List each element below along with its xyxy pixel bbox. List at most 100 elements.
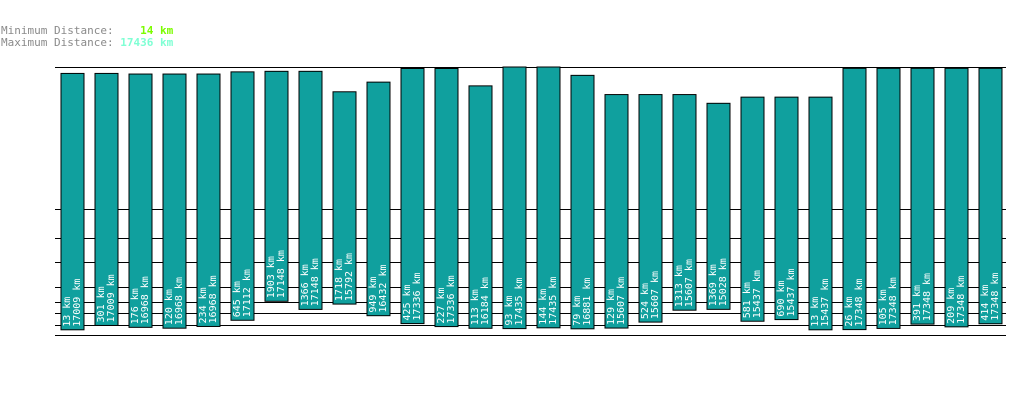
bar [196, 73, 221, 327]
bar [978, 67, 1003, 325]
bar-label-top: 524 km [640, 283, 651, 319]
bar-group: 414 km 17348 km [978, 67, 1003, 325]
bar-group: 105 km 17348 km [876, 67, 901, 329]
bar-group: 1903 km 17148 km [264, 70, 289, 302]
bar-group: 144 km 17435 km [536, 66, 561, 329]
bar [298, 70, 323, 310]
min-distance-value: 14 km [140, 24, 174, 37]
bar [706, 102, 731, 310]
bar-label-top: 1313 km [674, 265, 685, 307]
bar-group: 79 km 16881 km [570, 74, 595, 330]
bar-label-top: 26 km [844, 296, 855, 326]
bar [128, 73, 153, 328]
bar-label-top: 414 km [980, 285, 991, 321]
bar-label-bottom: 15607 km [650, 271, 661, 319]
bar-label-top: 129 km [606, 289, 617, 325]
bar [944, 67, 969, 328]
bar-label-bottom: 17348 km [888, 277, 899, 325]
bar [842, 67, 867, 331]
bar-group: 1366 km 17148 km [298, 70, 323, 310]
bar-label-top: 79 km [572, 296, 583, 326]
bar-group: 524 km 15607 km [638, 94, 663, 323]
bar [672, 94, 697, 311]
bar [434, 67, 459, 328]
bar [162, 73, 187, 329]
bar-group: 391 km 17348 km [910, 67, 935, 325]
bar-label-top: 176 km [130, 288, 141, 324]
bar [876, 67, 901, 329]
bar [638, 94, 663, 323]
bar-label-top: 949 km [368, 277, 379, 313]
bar-group: 26 km 17348 km [842, 67, 867, 331]
max-distance-row: Maximum Distance: 17436 km [1, 37, 173, 49]
bar-label-bottom: 17348 km [922, 273, 933, 321]
min-distance-row: Minimum Distance: 14 km [1, 25, 173, 37]
bar [468, 85, 493, 329]
bar-label-bottom: 15437 km [820, 279, 831, 327]
bar-group: 690 km 15437 km [774, 96, 799, 321]
bar [94, 72, 119, 326]
max-distance-label: Maximum Distance: [1, 36, 114, 49]
bar-label-bottom: 16968 km [140, 276, 151, 324]
bar-label-top: 1366 km [300, 264, 311, 306]
bar-group: 949 km 16432 km [366, 81, 391, 317]
bar-label-top: 144 km [538, 289, 549, 325]
bar-label-bottom: 15028 km [718, 258, 729, 306]
bar-group: 1718 km 15792 km [332, 91, 357, 305]
bar-label-bottom: 17348 km [956, 276, 967, 324]
bar-label-bottom: 16881 km [582, 278, 593, 326]
bar [570, 74, 595, 330]
bar-label-top: 1718 km [334, 259, 345, 301]
bar-label-bottom: 17435 km [548, 277, 559, 325]
bar [264, 70, 289, 302]
bar-group: 120 km 16968 km [162, 73, 187, 329]
bar-group: 1369 km 15028 km [706, 102, 731, 310]
bar-group: 425 km 17336 km [400, 67, 425, 325]
bar-label-bottom: 15792 km [344, 253, 355, 301]
bar [366, 81, 391, 317]
bar-label-bottom: 17336 km [446, 275, 457, 323]
bar-group: 93 km 17435 km [502, 66, 527, 330]
bar-label-bottom: 17435 km [514, 277, 525, 325]
bar-label-bottom: 17348 km [990, 273, 1001, 321]
bar [502, 66, 527, 330]
bar-label-top: 234 km [198, 287, 209, 323]
bar-label-top: 391 km [912, 285, 923, 321]
bar-label-bottom: 17148 km [276, 250, 287, 298]
bar-group: 234 km 16968 km [196, 73, 221, 327]
bar-label-top: 1903 km [266, 256, 277, 298]
bar-label-bottom: 17009 km [72, 279, 83, 327]
bar-label-bottom: 16432 km [378, 265, 389, 313]
bar [230, 71, 255, 321]
bar-label-bottom: 15607 km [684, 259, 695, 307]
bar-label-top: 645 km [232, 281, 243, 317]
bar [60, 72, 85, 331]
bar-label-top: 227 km [436, 287, 447, 323]
bar [536, 66, 561, 329]
bar-label-bottom: 15437 km [786, 268, 797, 316]
bar-group: 13 km 15437 km [808, 96, 833, 331]
bar [910, 67, 935, 325]
bar-group: 645 km 17112 km [230, 71, 255, 321]
bar-label-top: 13 km [810, 297, 821, 327]
bar-group: 581 km 15437 km [740, 96, 765, 322]
bar-group: 1313 km 15607 km [672, 94, 697, 311]
bar-label-top: 113 km [470, 289, 481, 325]
bar-label-top: 581 km [742, 282, 753, 318]
distance-summary: Minimum Distance: 14 km Maximum Distance… [1, 25, 173, 49]
bar-label-top: 425 km [402, 284, 413, 320]
bar-label-top: 209 km [946, 288, 957, 324]
min-distance-label: Minimum Distance: [1, 24, 114, 37]
bar-label-bottom: 17336 km [412, 272, 423, 320]
bar [808, 96, 833, 331]
bar-label-top: 93 km [504, 295, 515, 325]
bar [740, 96, 765, 322]
bar [604, 94, 629, 329]
bar-label-top: 1369 km [708, 264, 719, 306]
bar-label-bottom: 15607 km [616, 277, 627, 325]
bar-label-bottom: 15437 km [752, 270, 763, 318]
bar-group: 129 km 15607 km [604, 94, 629, 329]
bar-label-bottom: 17112 km [242, 269, 253, 317]
bar [774, 96, 799, 321]
